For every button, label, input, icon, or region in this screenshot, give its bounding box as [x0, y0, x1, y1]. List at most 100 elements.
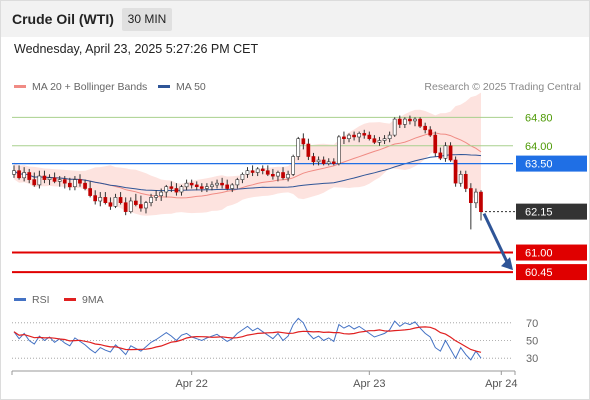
- bollinger-band: [14, 92, 481, 216]
- candle-body: [42, 175, 47, 180]
- candle-body: [164, 186, 169, 193]
- candle-body: [474, 191, 478, 204]
- candle-body: [68, 182, 72, 188]
- legend-9ma-label: 9MA: [82, 294, 104, 306]
- candle-body: [362, 133, 367, 136]
- candle-body: [215, 182, 219, 186]
- candle-body: [402, 118, 407, 125]
- candle-body: [88, 188, 92, 196]
- candle-body: [159, 191, 164, 197]
- candle-body: [144, 202, 148, 209]
- candle-body: [331, 161, 336, 164]
- candle-body: [423, 125, 428, 131]
- candle-body: [128, 200, 133, 212]
- candle-body: [83, 182, 87, 189]
- candle-body: [245, 170, 250, 175]
- candle-body: [270, 174, 275, 177]
- timestamp: Wednesday, April 23, 2025 5:27:26 PM CET: [14, 42, 259, 56]
- candle-body: [22, 172, 27, 179]
- rsi-tick-label: 50: [526, 336, 538, 348]
- support-tag: [516, 264, 587, 281]
- resistance-label: 64.80: [525, 112, 553, 124]
- support-tag: [516, 244, 587, 261]
- candle-body: [392, 118, 397, 136]
- x-tick-label: Apr 22: [175, 378, 207, 390]
- candle-body: [27, 172, 32, 180]
- rsi-9ma-line: [13, 326, 482, 353]
- candle-body: [12, 170, 16, 175]
- candle-body: [52, 177, 57, 182]
- candle-body: [113, 197, 118, 207]
- candle-body: [306, 143, 311, 157]
- candle-body: [62, 179, 67, 184]
- rsi-tick-label: 70: [526, 318, 538, 330]
- candle-body: [205, 186, 209, 189]
- candle-body: [179, 186, 184, 193]
- candle-body: [149, 197, 153, 203]
- pivot-tag: [516, 155, 587, 172]
- legend-rsi-label: RSI: [32, 294, 50, 306]
- candle-body: [32, 179, 37, 186]
- candle-body: [458, 174, 463, 184]
- candle-body: [255, 168, 260, 173]
- candle-body: [276, 172, 280, 177]
- candle-body: [418, 118, 422, 127]
- candle-body: [291, 156, 296, 175]
- projection-arrowhead: [501, 257, 513, 271]
- rsi-tick-label: 30: [526, 353, 538, 365]
- candle-body: [468, 188, 473, 203]
- candle-body: [189, 182, 194, 186]
- timeframe-button[interactable]: 30 MIN: [122, 8, 172, 31]
- candle-body: [367, 134, 372, 140]
- x-tick-label: Apr 24: [485, 378, 517, 390]
- pivot-label: 63.50: [525, 159, 553, 171]
- candle-body: [47, 177, 52, 180]
- copyright: Research © 2025 Trading Central: [424, 81, 581, 93]
- candle-body: [321, 159, 326, 164]
- legend-ma50-label: MA 50: [176, 81, 206, 93]
- candle-body: [98, 197, 103, 202]
- rsi-line: [13, 317, 482, 361]
- candle-body: [281, 172, 285, 179]
- candle-body: [17, 170, 21, 179]
- candle-body: [235, 179, 240, 186]
- candle-body: [240, 174, 245, 180]
- ma50-swatch: [158, 84, 170, 88]
- candle-body: [443, 145, 448, 159]
- candle-body: [154, 195, 159, 198]
- candle-body: [408, 118, 412, 122]
- candle-body: [448, 145, 453, 161]
- candle-body: [397, 118, 402, 125]
- x-tick-label: Apr 23: [353, 378, 385, 390]
- candle-body: [260, 168, 265, 171]
- candle-body: [316, 159, 321, 163]
- candle-body: [428, 129, 433, 136]
- ma20-swatch: [14, 84, 26, 88]
- candle-body: [139, 204, 143, 209]
- candle-body: [169, 186, 174, 189]
- candle-body: [286, 174, 290, 179]
- candle-body: [103, 197, 108, 203]
- last-price-tag: [516, 203, 587, 220]
- legend-ma20-label: MA 20 + Bollinger Bands: [32, 81, 148, 93]
- ma9-swatch: [64, 297, 76, 301]
- candle-body: [194, 184, 199, 187]
- candle-body: [199, 186, 204, 189]
- rsi-swatch: [14, 297, 26, 301]
- candle-body: [225, 184, 230, 189]
- candle-body: [433, 134, 438, 154]
- candle-body: [78, 179, 82, 184]
- candle-body: [118, 197, 123, 203]
- candle-body: [479, 191, 483, 213]
- candle-body: [326, 161, 331, 164]
- instrument-title: Crude Oil (WTI): [12, 11, 114, 27]
- legend-9ma: 9MA: [64, 294, 104, 306]
- candle-body: [73, 179, 77, 188]
- candle-body: [220, 182, 224, 186]
- candle-body: [174, 188, 179, 193]
- candle-body: [352, 134, 356, 138]
- candle-body: [336, 136, 341, 164]
- header-bar: Crude Oil (WTI) 30 MIN: [1, 1, 589, 37]
